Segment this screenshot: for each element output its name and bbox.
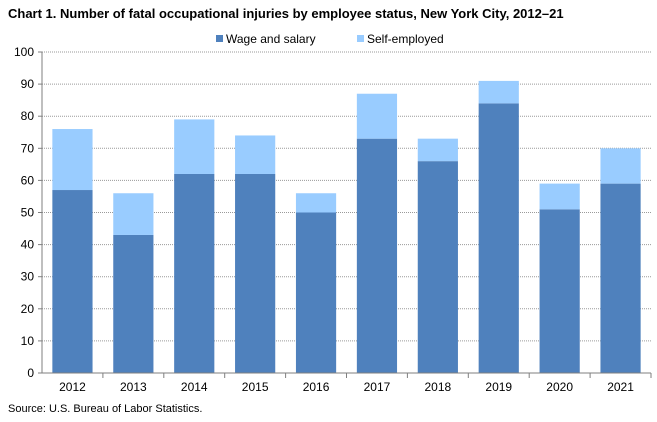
bar-self-employed-2014 bbox=[174, 119, 215, 174]
axes: 0 10 20 30 40 50 60 70 80 90 100 2012 2013 2014 2015 20… bbox=[14, 45, 652, 394]
y-tick-label: 30 bbox=[21, 270, 35, 284]
bar-wage-and-salary-2014 bbox=[174, 173, 215, 373]
y-tick-label: 90 bbox=[21, 77, 35, 91]
x-tick-label: 2016 bbox=[303, 380, 330, 394]
x-tick-label: 2021 bbox=[607, 380, 634, 394]
y-tick-label: 20 bbox=[21, 302, 35, 316]
x-tick-label: 2019 bbox=[485, 380, 512, 394]
bar-self-employed-2012 bbox=[52, 129, 93, 191]
bar-wage-and-salary-2021 bbox=[600, 183, 641, 373]
bar-wage-and-salary-2015 bbox=[235, 173, 276, 373]
bar-self-employed-2021 bbox=[600, 148, 641, 184]
bar-self-employed-2017 bbox=[356, 93, 398, 139]
y-tick-label: 100 bbox=[14, 45, 34, 59]
y-tick-label: 40 bbox=[21, 238, 35, 252]
y-tick-label: 10 bbox=[21, 334, 35, 348]
source-note: Source: U.S. Bureau of Labor Statistics. bbox=[8, 403, 203, 415]
bar-wage-and-salary-2012 bbox=[52, 190, 93, 373]
bar-wage-and-salary-2016 bbox=[295, 212, 337, 373]
bar-self-employed-2020 bbox=[539, 183, 580, 210]
x-tick-label: 2020 bbox=[546, 380, 573, 394]
y-tick-label: 0 bbox=[27, 366, 34, 380]
bar-wage-and-salary-2020 bbox=[539, 209, 580, 373]
bar-self-employed-2019 bbox=[478, 80, 519, 104]
bar-self-employed-2015 bbox=[235, 135, 276, 174]
y-tick-label: 70 bbox=[21, 141, 35, 155]
y-tick-label: 60 bbox=[21, 173, 35, 187]
legend-label-wage-and-salary: Wage and salary bbox=[226, 32, 316, 46]
y-tick-label: 80 bbox=[21, 109, 35, 123]
bar-wage-and-salary-2017 bbox=[356, 138, 398, 373]
bar-wage-and-salary-2019 bbox=[478, 103, 519, 374]
legend-swatch-self-employed bbox=[357, 35, 364, 42]
legend-label-self-employed: Self-employed bbox=[367, 32, 444, 46]
legend-swatch-wage-and-salary bbox=[216, 35, 223, 42]
chart-title: Chart 1. Number of fatal occupational in… bbox=[8, 6, 564, 21]
x-tick-label: 2018 bbox=[424, 380, 451, 394]
x-tick-label: 2013 bbox=[120, 380, 147, 394]
legend: Wage and salary Self-employed bbox=[216, 32, 444, 46]
gridlines bbox=[42, 51, 651, 342]
y-tick-label: 50 bbox=[21, 206, 35, 220]
x-tick-label: 2012 bbox=[59, 380, 86, 394]
bar-wage-and-salary-2018 bbox=[417, 161, 458, 373]
bar-self-employed-2013 bbox=[113, 193, 154, 235]
bars bbox=[52, 80, 641, 374]
x-tick-label: 2014 bbox=[181, 380, 208, 394]
x-tick-label: 2015 bbox=[242, 380, 269, 394]
x-tick-label: 2017 bbox=[364, 380, 391, 394]
bar-self-employed-2018 bbox=[417, 138, 458, 162]
bar-self-employed-2016 bbox=[295, 193, 337, 213]
bar-wage-and-salary-2013 bbox=[113, 234, 154, 373]
